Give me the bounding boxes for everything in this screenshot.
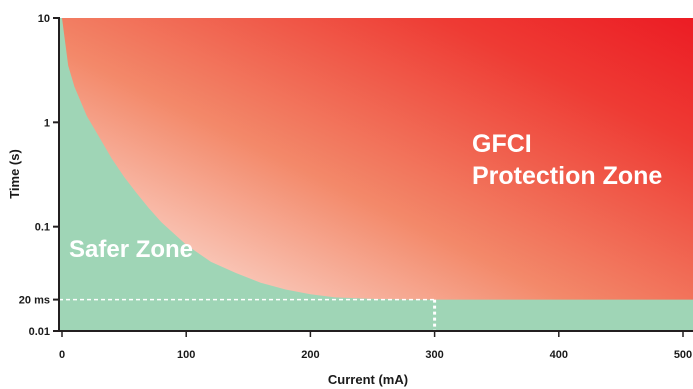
protection-zone-label-line1: GFCI — [472, 130, 532, 158]
y-tick-label: 1 — [44, 117, 50, 129]
y-tick-label: 20 ms — [19, 295, 50, 307]
y-tick-label: 0.01 — [29, 326, 50, 338]
x-tick-label: 200 — [301, 349, 319, 361]
x-tick-label: 500 — [674, 349, 692, 361]
x-tick-label: 100 — [177, 349, 195, 361]
y-tick-label: 10 — [38, 13, 50, 25]
x-axis-label: Current (mA) — [328, 372, 408, 387]
y-tick-label: 0.1 — [35, 222, 50, 234]
x-tick-label: 0 — [59, 349, 65, 361]
y-axis-label: Time (s) — [7, 149, 22, 199]
safer-zone-label: Safer Zone — [69, 236, 193, 263]
x-tick-label: 400 — [550, 349, 568, 361]
protection-zone-label-line2: Protection Zone — [472, 162, 662, 190]
x-tick-label: 300 — [425, 349, 443, 361]
